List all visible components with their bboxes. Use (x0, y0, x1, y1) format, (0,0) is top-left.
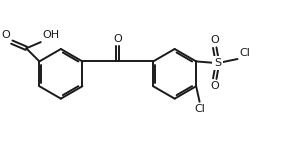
Text: Cl: Cl (194, 104, 205, 114)
Text: OH: OH (42, 30, 59, 40)
Text: S: S (214, 58, 221, 68)
Text: Cl: Cl (239, 48, 250, 58)
Text: O: O (210, 81, 219, 91)
Text: O: O (113, 34, 122, 44)
Text: O: O (2, 30, 10, 40)
Text: O: O (210, 35, 219, 45)
